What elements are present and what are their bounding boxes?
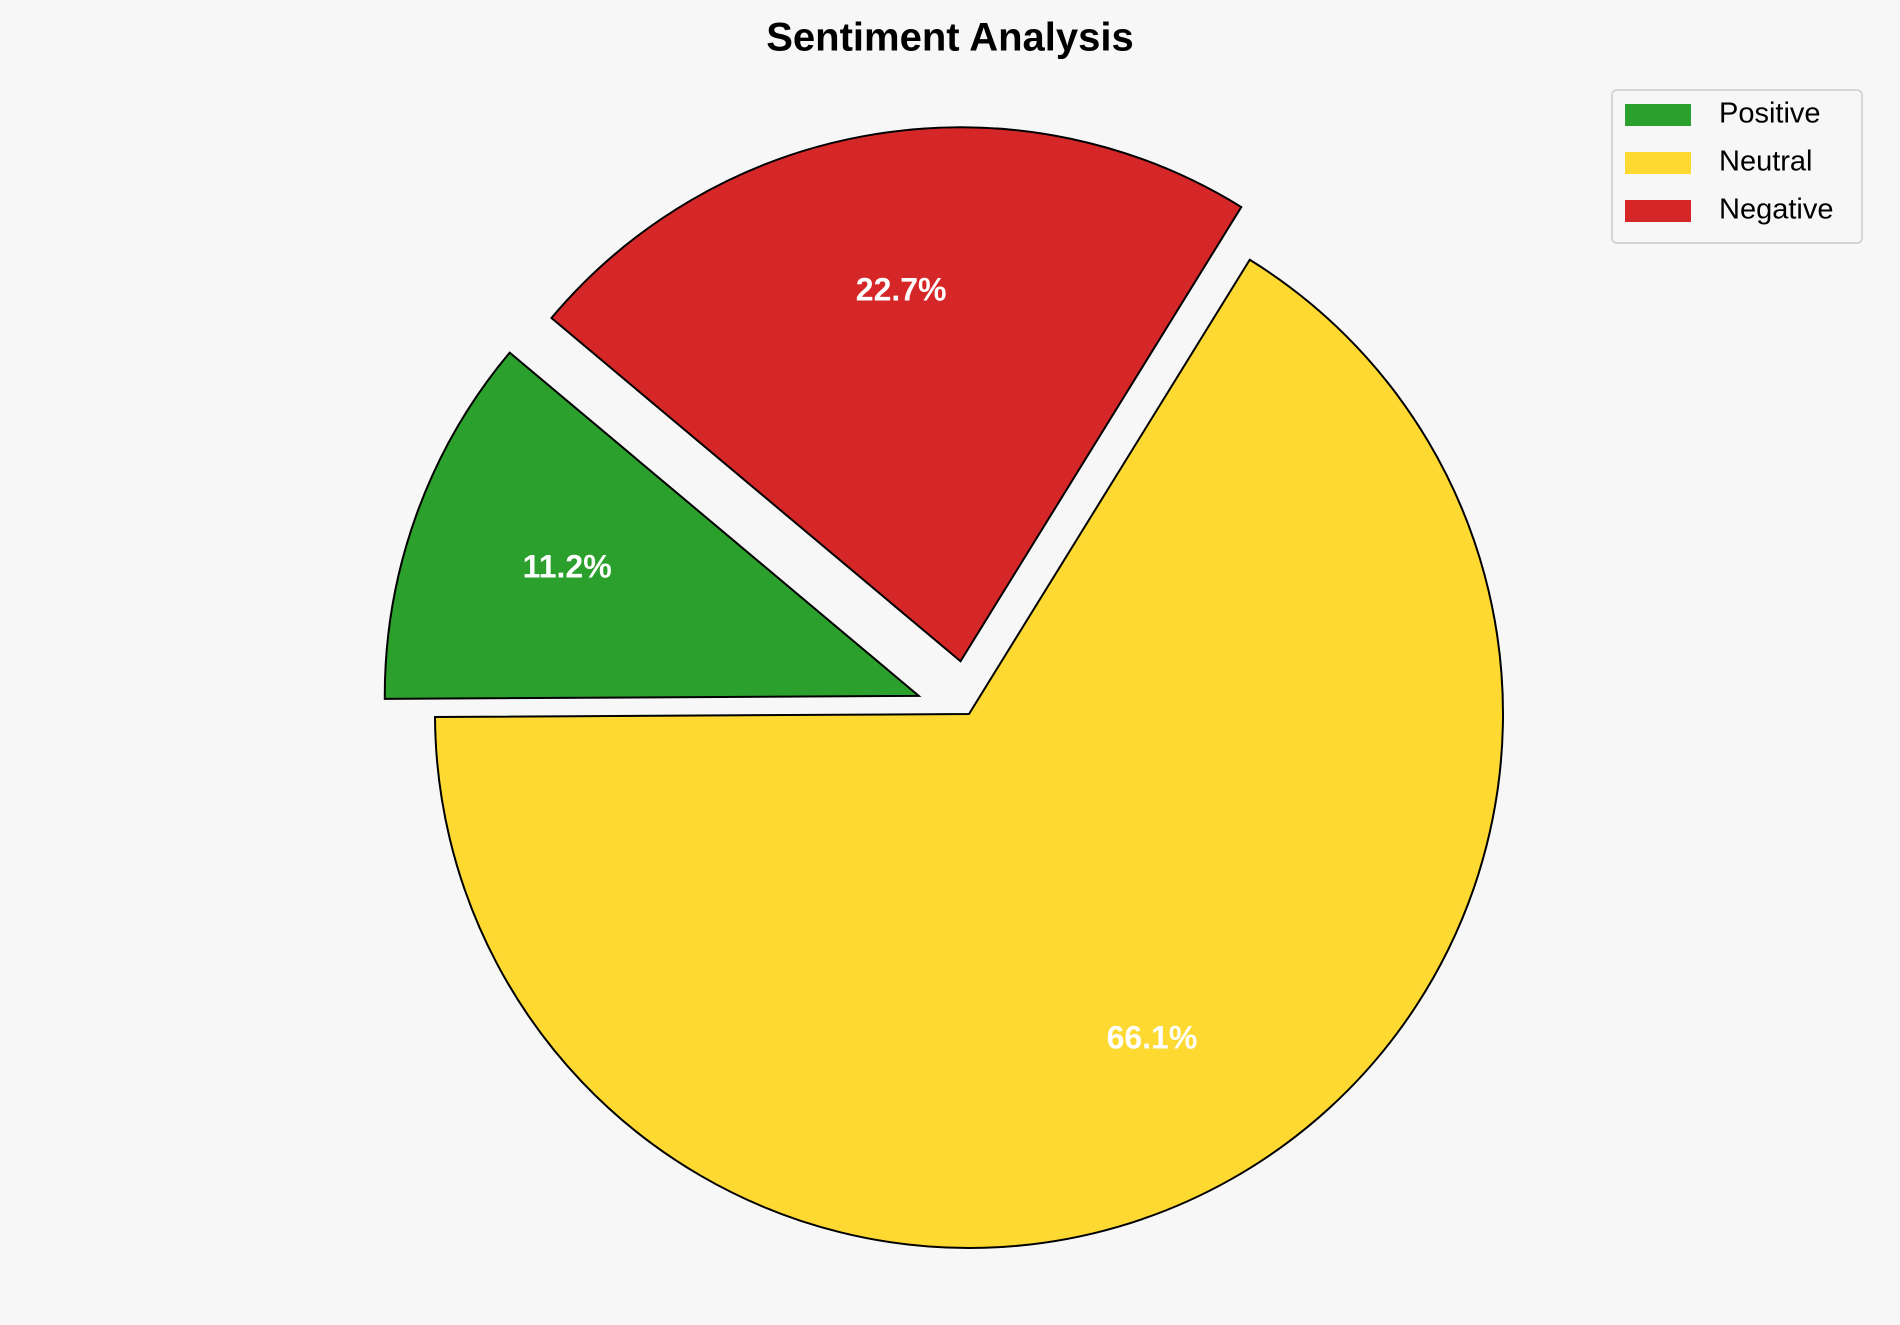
legend-label: Negative <box>1719 194 1833 226</box>
data-label: 22.7% <box>856 272 947 308</box>
chart-title: Sentiment Analysis <box>766 16 1134 60</box>
data-label: 66.1% <box>1107 1019 1198 1055</box>
legend-label: Neutral <box>1719 146 1813 178</box>
data-label: 11.2% <box>523 548 612 584</box>
legend-swatch <box>1625 152 1691 174</box>
pie-slice <box>383 351 922 700</box>
legend-swatch <box>1625 104 1691 126</box>
pie-slice <box>550 126 1243 663</box>
legend-swatch <box>1625 200 1691 222</box>
pie: 11.2% 66.1% 22.7% <box>383 126 1504 1249</box>
pie-slice <box>434 258 1504 1249</box>
legend: Positive Neutral Negative <box>1611 89 1863 244</box>
legend-label: Positive <box>1719 98 1821 130</box>
